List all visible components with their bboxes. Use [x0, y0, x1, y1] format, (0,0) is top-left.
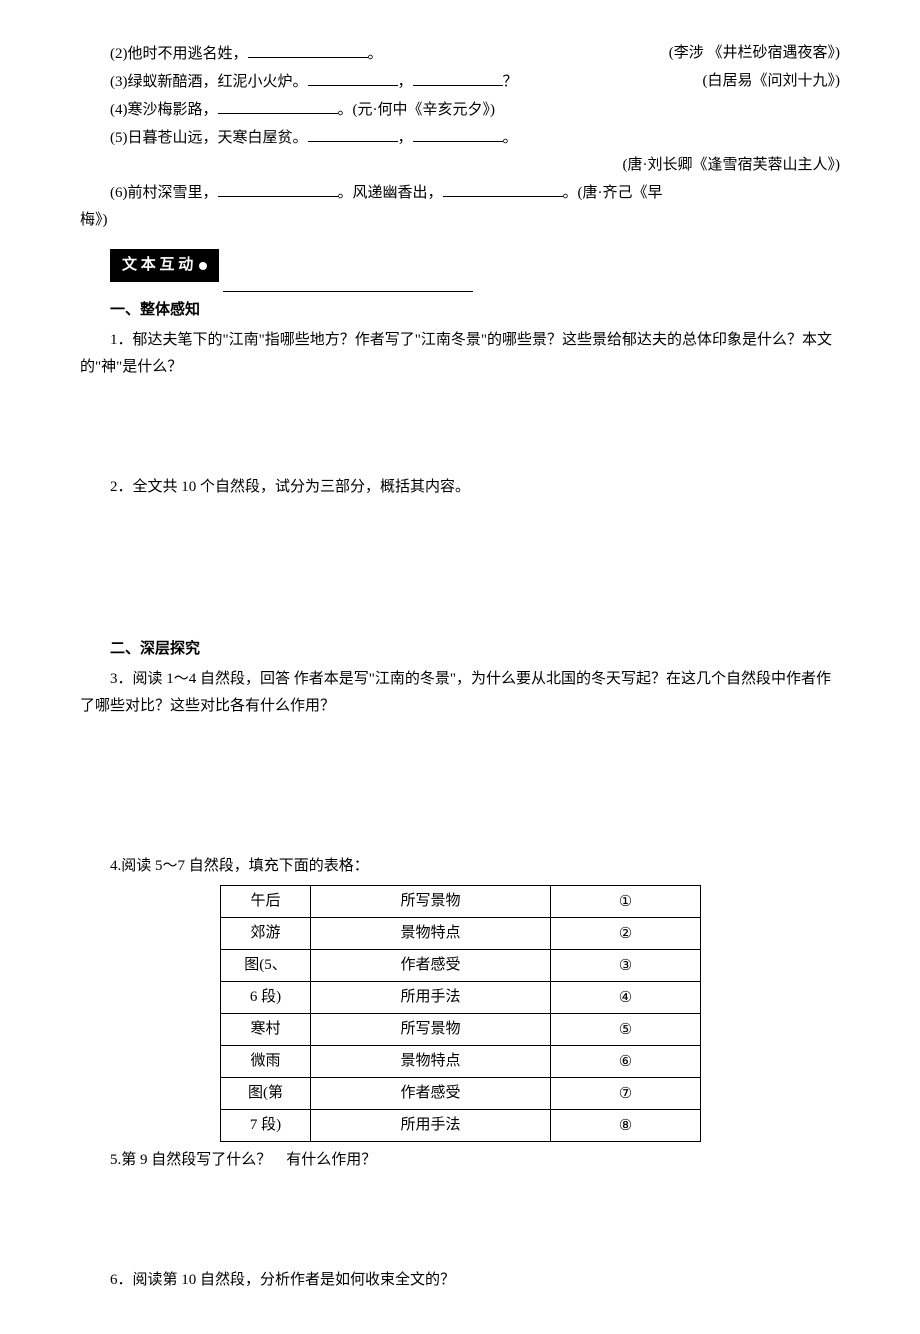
table-cell-blank[interactable]: ⑦: [551, 1078, 701, 1110]
table-cell-blank[interactable]: ③: [551, 950, 701, 982]
table-cell-blank[interactable]: ②: [551, 918, 701, 950]
text: 。(元·何中《辛亥元夕》): [338, 102, 496, 118]
table-cell-label: 所用手法: [311, 982, 551, 1014]
table-cell-blank[interactable]: ⑥: [551, 1046, 701, 1078]
text: 。风递幽香出，: [338, 185, 443, 201]
answer-space: [80, 501, 840, 631]
text: 。: [503, 130, 518, 146]
blank[interactable]: [308, 68, 398, 86]
table-cell-label: 作者感受: [311, 950, 551, 982]
text: ，: [398, 130, 413, 146]
fill-table: 午后 所写景物 ① 郊游 景物特点 ② 图(5、 作者感受 ③ 6 段) 所用手…: [220, 885, 701, 1142]
blank[interactable]: [413, 124, 503, 142]
answer-space: [80, 381, 840, 471]
blank[interactable]: [308, 124, 398, 142]
fill-line-4: (4)寒沙梅影路， 。(元·何中《辛亥元夕》): [80, 96, 840, 124]
answer-space: [80, 1174, 840, 1264]
table-row: 郊游 景物特点 ②: [221, 918, 701, 950]
table-cell-group: 午后: [221, 886, 311, 918]
section-badge: 文 本 互 动: [110, 249, 219, 282]
table-cell-group: 微雨: [221, 1046, 311, 1078]
table-row: 寒村 所写景物 ⑤: [221, 1014, 701, 1046]
subsection-2-title: 二、深层探究: [80, 636, 840, 663]
text: (2)他时不用逃名姓，: [110, 46, 248, 62]
table-row: 图(5、 作者感受 ③: [221, 950, 701, 982]
question-2: 2．全文共 10 个自然段，试分为三部分，概括其内容。: [80, 474, 840, 501]
blank[interactable]: [218, 96, 338, 114]
question-6: 6．阅读第 10 自然段，分析作者是如何收束全文的？: [80, 1267, 840, 1294]
table-cell-label: 所写景物: [311, 1014, 551, 1046]
table-row: 图(第 作者感受 ⑦: [221, 1078, 701, 1110]
table-cell-label: 景物特点: [311, 918, 551, 950]
blank[interactable]: [248, 40, 368, 58]
source-citation: (唐·刘长卿《逢雪宿芙蓉山主人》): [623, 152, 841, 179]
table-cell-blank[interactable]: ⑤: [551, 1014, 701, 1046]
fill-line-6: (6)前村深雪里， 。风递幽香出， 。(唐·齐己《早: [80, 179, 840, 207]
table-cell-label: 景物特点: [311, 1046, 551, 1078]
section-badge-wrap: 文 本 互 动: [80, 234, 840, 292]
section-badge-line: [223, 278, 473, 292]
table-cell-blank[interactable]: ④: [551, 982, 701, 1014]
subsection-1-title: 一、整体感知: [80, 297, 840, 324]
fill-line-5: (5)日暮苍山远，天寒白屋贫。 ， 。: [80, 124, 840, 152]
text: ，: [398, 74, 413, 90]
table-cell-group: 6 段): [221, 982, 311, 1014]
table-row: 微雨 景物特点 ⑥: [221, 1046, 701, 1078]
table-row: 7 段) 所用手法 ⑧: [221, 1110, 701, 1142]
question-5: 5.第 9 自然段写了什么？ 有什么作用？: [80, 1147, 840, 1174]
table-cell-label: 所用手法: [311, 1110, 551, 1142]
table-cell-label: 作者感受: [311, 1078, 551, 1110]
table-row: 午后 所写景物 ①: [221, 886, 701, 918]
text: (3)绿蚁新醅酒，红泥小火炉。: [110, 74, 308, 90]
text: (4)寒沙梅影路，: [110, 102, 218, 118]
text: (5)日暮苍山远，天寒白屋贫。: [110, 130, 308, 146]
fill-line-3: (3)绿蚁新醅酒，红泥小火炉。 ， ？ (白居易《问刘十九》): [80, 68, 840, 96]
blank[interactable]: [218, 179, 338, 197]
table-cell-group: 图(5、: [221, 950, 311, 982]
question-1: 1．郁达夫笔下的"江南"指哪些地方？作者写了"江南冬景"的哪些景？这些景给郁达夫…: [80, 327, 840, 381]
blank[interactable]: [443, 179, 563, 197]
table-cell-group: 寒村: [221, 1014, 311, 1046]
table-cell-blank[interactable]: ⑧: [551, 1110, 701, 1142]
fill-line-2: (2)他时不用逃名姓， 。 (李涉 《井栏砂宿遇夜客》): [80, 40, 840, 68]
table-cell-group: 图(第: [221, 1078, 311, 1110]
table-cell-group: 7 段): [221, 1110, 311, 1142]
badge-label: 文 本 互 动: [122, 257, 193, 273]
text: 梅》): [80, 212, 108, 228]
text: ？: [503, 74, 518, 90]
table-cell-group: 郊游: [221, 918, 311, 950]
text: (6)前村深雪里，: [110, 185, 218, 201]
table-cell-label: 所写景物: [311, 886, 551, 918]
blank[interactable]: [413, 68, 503, 86]
text: 。(唐·齐己《早: [563, 185, 663, 201]
fill-line-6-cont: 梅》): [80, 207, 840, 234]
fill-line-5-source: (唐·刘长卿《逢雪宿芙蓉山主人》): [80, 152, 840, 179]
question-3: 3．阅读 1～4 自然段，回答 作者本是写"江南的冬景"，为什么要从北国的冬天写…: [80, 666, 840, 720]
question-4: 4.阅读 5～7 自然段，填充下面的表格：: [80, 853, 840, 880]
source-citation: (李涉 《井栏砂宿遇夜客》): [639, 40, 840, 67]
table-row: 6 段) 所用手法 ④: [221, 982, 701, 1014]
answer-space: [80, 720, 840, 850]
text: 。: [368, 46, 383, 62]
source-citation: (白居易《问刘十九》): [673, 68, 841, 95]
table-cell-blank[interactable]: ①: [551, 886, 701, 918]
